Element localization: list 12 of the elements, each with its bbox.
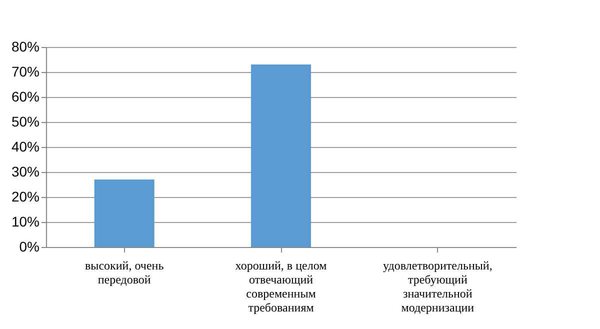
x-tick-label: высокий, очень передовой bbox=[84, 258, 164, 286]
y-tick-label: 30% bbox=[11, 164, 40, 180]
y-tick-label: 20% bbox=[11, 188, 40, 204]
y-tick-label: 40% bbox=[11, 138, 40, 154]
y-tick-label: 80% bbox=[11, 38, 40, 54]
y-tick-label: 0% bbox=[19, 238, 40, 254]
y-tick-label: 50% bbox=[11, 114, 40, 130]
x-tick-label: хороший, в целом отвечающий современным требованиям bbox=[235, 258, 328, 314]
y-tick-label: 70% bbox=[11, 64, 40, 80]
x-tick-label: удовлетворительный, требующий значительной модернизации bbox=[382, 258, 492, 314]
y-tick-label: 60% bbox=[11, 88, 40, 104]
y-tick-label: 10% bbox=[11, 214, 40, 230]
